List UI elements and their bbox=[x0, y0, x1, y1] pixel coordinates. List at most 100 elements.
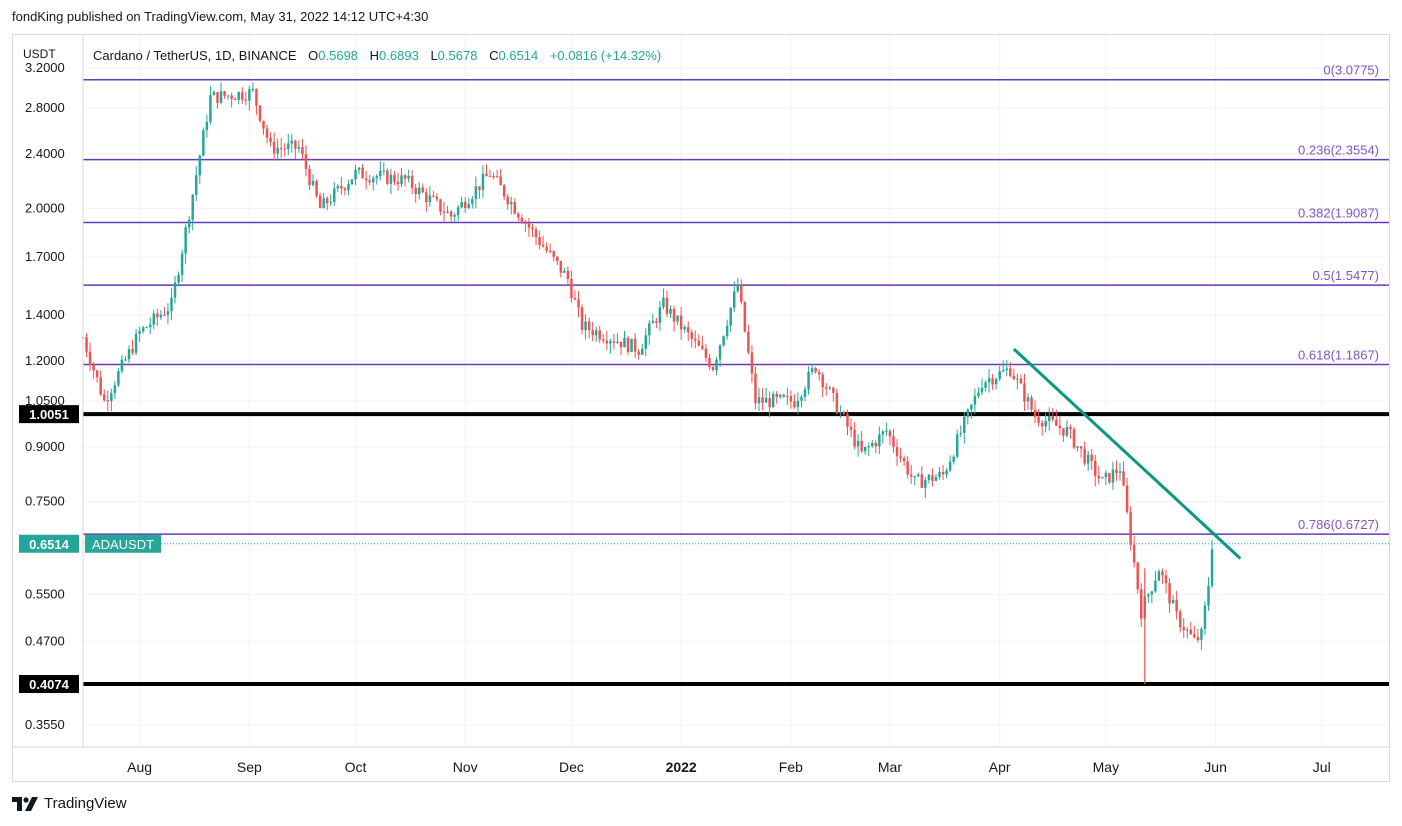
price-tick-label: 1.7000 bbox=[25, 249, 65, 264]
fib-retracement: 0(3.0775) 0.236(2.3554) 0.382(1.9087) 0.5(1… bbox=[83, 63, 1389, 535]
candle-body bbox=[138, 331, 141, 334]
candle-body bbox=[874, 443, 878, 447]
candle-body bbox=[403, 175, 407, 179]
candle-body bbox=[166, 311, 170, 315]
candle-body bbox=[807, 371, 810, 390]
candle-body bbox=[793, 401, 796, 408]
time-tick-label: Dec bbox=[559, 759, 584, 775]
candle-body bbox=[665, 297, 669, 314]
candle-body bbox=[1072, 429, 1076, 448]
candle-body bbox=[1033, 409, 1037, 417]
candle-body bbox=[594, 330, 598, 336]
candle-body bbox=[966, 409, 970, 417]
candle-body bbox=[800, 396, 803, 401]
candle-body bbox=[952, 456, 955, 462]
candle-body bbox=[888, 430, 892, 437]
candle-body bbox=[920, 474, 924, 488]
candle-body bbox=[1023, 383, 1026, 402]
candle-body bbox=[258, 105, 262, 121]
candle-body bbox=[839, 412, 842, 414]
candle-body bbox=[541, 244, 545, 247]
candle-body bbox=[697, 340, 701, 346]
candle-body bbox=[1203, 605, 1207, 629]
candle-body bbox=[860, 440, 863, 452]
price-tick-label: 2.4000 bbox=[25, 146, 65, 161]
level-price-label: 1.0051 bbox=[29, 407, 69, 422]
candle-body bbox=[417, 187, 421, 195]
candle-body bbox=[828, 387, 832, 389]
brand-name: TradingView bbox=[44, 795, 127, 812]
close-label: C bbox=[489, 48, 498, 63]
candle-body bbox=[977, 392, 980, 397]
candle-body bbox=[265, 128, 269, 138]
current-price-label: 0.6514 bbox=[29, 537, 70, 552]
candle-body bbox=[1069, 426, 1072, 430]
descending-trendline bbox=[1012, 347, 1242, 560]
candle-body bbox=[478, 186, 481, 190]
candle-body bbox=[110, 393, 113, 402]
candle-body bbox=[393, 174, 396, 182]
candle-body bbox=[223, 91, 226, 96]
candle-body bbox=[548, 250, 552, 252]
candle-body bbox=[1196, 637, 1200, 640]
candle-body bbox=[184, 227, 187, 254]
candle-body bbox=[672, 308, 676, 322]
candle-body bbox=[637, 351, 640, 355]
candle-body bbox=[630, 338, 633, 352]
price-tick-label: 1.4000 bbox=[25, 307, 65, 322]
candle-body bbox=[1012, 375, 1016, 380]
candle-body bbox=[276, 147, 279, 154]
candle-body bbox=[686, 327, 690, 333]
candle-body bbox=[1016, 378, 1019, 380]
symbol-tag-label: ADAUSDT bbox=[92, 537, 154, 552]
candle-body bbox=[524, 223, 527, 225]
candle-body bbox=[163, 314, 166, 316]
candle-body bbox=[662, 297, 665, 308]
candle-body bbox=[1051, 416, 1055, 420]
candle-body bbox=[1147, 594, 1150, 597]
candle-body bbox=[127, 349, 131, 360]
candle-body bbox=[701, 345, 704, 349]
time-tick-label: Apr bbox=[989, 759, 1011, 775]
low-value: 0.5678 bbox=[438, 48, 478, 63]
price-chart[interactable]: 0(3.0775) 0.236(2.3554) 0.382(1.9087) 0.5(1… bbox=[13, 35, 1391, 783]
candle-body bbox=[205, 121, 209, 131]
candle-body bbox=[623, 337, 626, 348]
candle-body bbox=[959, 432, 962, 435]
candle-body bbox=[1125, 485, 1129, 512]
fib-level-label: 0.786(0.6727) bbox=[1298, 517, 1379, 532]
candle-body bbox=[1175, 600, 1178, 612]
candle-body bbox=[336, 185, 340, 189]
horizontal-levels: 1.0051 0.4074 bbox=[19, 405, 1389, 694]
candle-body bbox=[605, 340, 609, 344]
candle-body bbox=[538, 237, 541, 245]
candle-body bbox=[885, 430, 888, 432]
candle-body bbox=[304, 154, 308, 169]
candle-body bbox=[909, 474, 913, 477]
candle-body bbox=[955, 434, 959, 457]
candle-body bbox=[1189, 629, 1193, 635]
tradingview-logo[interactable]: TradingView bbox=[12, 795, 127, 812]
candle-body bbox=[233, 98, 237, 100]
candle-body bbox=[442, 211, 446, 213]
candle-body bbox=[821, 374, 824, 388]
candle-body bbox=[88, 351, 92, 365]
candle-body bbox=[145, 327, 148, 329]
candle-body bbox=[202, 130, 205, 156]
candle-body bbox=[973, 396, 977, 405]
candle-body bbox=[279, 147, 283, 149]
price-tick-label: 0.7500 bbox=[25, 494, 65, 509]
candle-body bbox=[644, 335, 647, 349]
candle-body bbox=[318, 195, 322, 209]
candle-body bbox=[152, 313, 156, 325]
time-tick-label: 2022 bbox=[666, 759, 697, 775]
chart-panel[interactable]: 0(3.0775) 0.236(2.3554) 0.382(1.9087) 0.5(1… bbox=[12, 34, 1391, 783]
candle-body bbox=[1044, 421, 1047, 427]
time-tick-label: Mar bbox=[878, 759, 902, 775]
candle-body bbox=[283, 148, 286, 150]
time-tick-label: May bbox=[1093, 759, 1119, 775]
price-tick-label: 1.2000 bbox=[25, 353, 65, 368]
candle-body bbox=[771, 393, 775, 408]
candle-body bbox=[704, 348, 708, 358]
candle-body bbox=[878, 434, 881, 447]
